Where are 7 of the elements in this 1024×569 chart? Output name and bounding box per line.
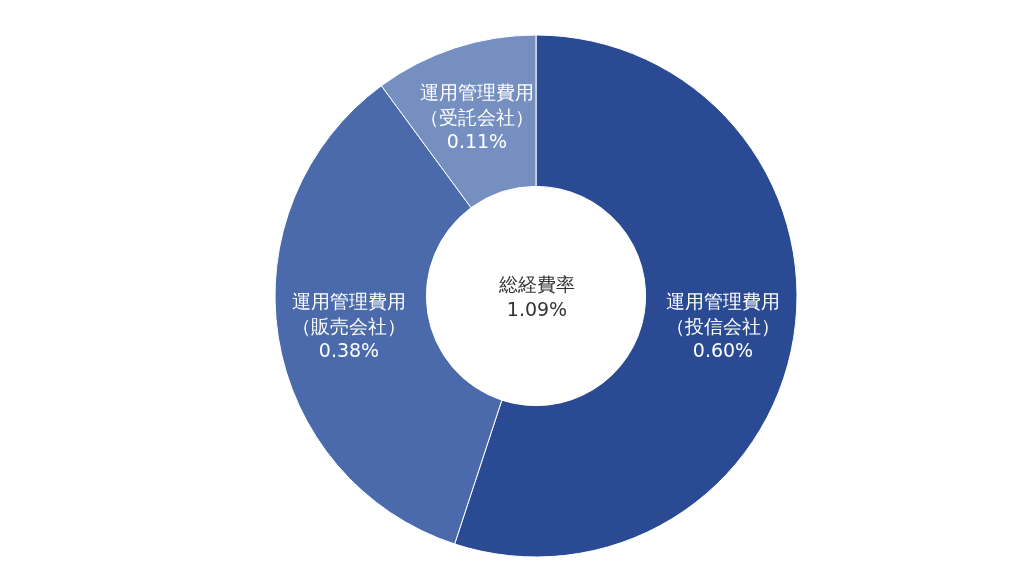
slice-label: 運用管理費用（投信会社） bbox=[666, 290, 780, 337]
slice-label: 運用管理費用（販売会社） bbox=[292, 290, 406, 337]
data-label: 0.60% bbox=[692, 339, 754, 362]
slice-label: 運用管理費用（受託会社） bbox=[420, 81, 534, 128]
data-label: 0.38% bbox=[318, 339, 380, 362]
data-label: 0.11% bbox=[446, 130, 508, 153]
text: 総経費率 1.09% bbox=[498, 273, 575, 320]
